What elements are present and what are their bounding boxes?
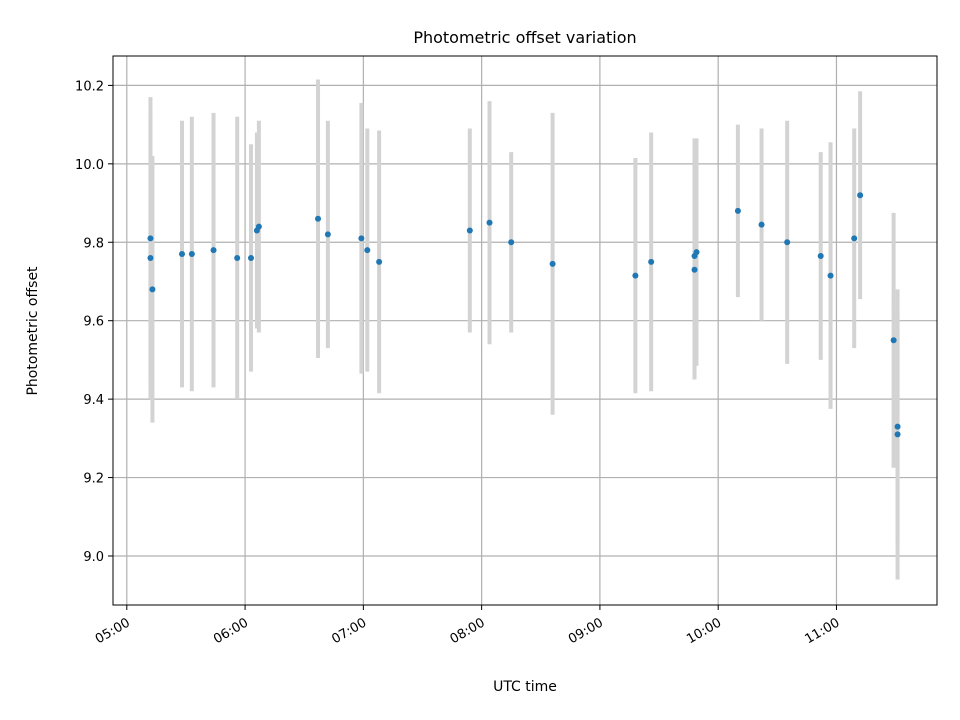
data-point (255, 223, 262, 230)
data-point (648, 258, 655, 265)
data-point (894, 431, 901, 438)
y-tick-label: 9.4 (83, 393, 104, 408)
plot-frame (112, 55, 938, 606)
data-point (324, 231, 331, 238)
data-point (315, 215, 322, 222)
data-point (758, 221, 765, 228)
data-point (549, 260, 556, 267)
data-point (188, 251, 195, 258)
y-tick-label: 10.2 (75, 79, 104, 94)
data-point (890, 337, 897, 344)
y-axis: 9.0 9.2 9.4 9.6 9.8 10.0 10.2 (75, 79, 113, 565)
data-point (364, 247, 371, 254)
data-point (734, 207, 741, 214)
data-point (178, 251, 185, 258)
data-point (486, 219, 493, 226)
y-tick-label: 9.0 (83, 550, 104, 565)
data-point (358, 235, 365, 242)
data-point (149, 286, 156, 293)
data-point (691, 266, 698, 273)
data-point (147, 235, 154, 242)
y-tick-label: 10.0 (75, 158, 104, 173)
data-point (376, 258, 383, 265)
data-point (210, 247, 217, 254)
data-point (234, 254, 241, 261)
data-point (827, 272, 834, 279)
data-point (894, 423, 901, 430)
x-axis-label: UTC time (493, 679, 557, 695)
data-point (147, 254, 154, 261)
data-point (857, 192, 864, 199)
y-tick-label: 9.8 (83, 236, 104, 251)
y-axis-label: Photometric offset (25, 266, 41, 396)
data-point (632, 272, 639, 279)
y-tick-label: 9.2 (83, 472, 104, 487)
data-point (851, 235, 858, 242)
data-point (508, 239, 515, 246)
y-tick-label: 9.6 (83, 315, 104, 330)
data-point (247, 254, 254, 261)
data-point (817, 252, 824, 259)
data-point (784, 239, 791, 246)
data-point (693, 249, 700, 256)
data-points (147, 192, 901, 438)
chart-title: Photometric offset variation (413, 28, 636, 47)
data-point (466, 227, 473, 234)
